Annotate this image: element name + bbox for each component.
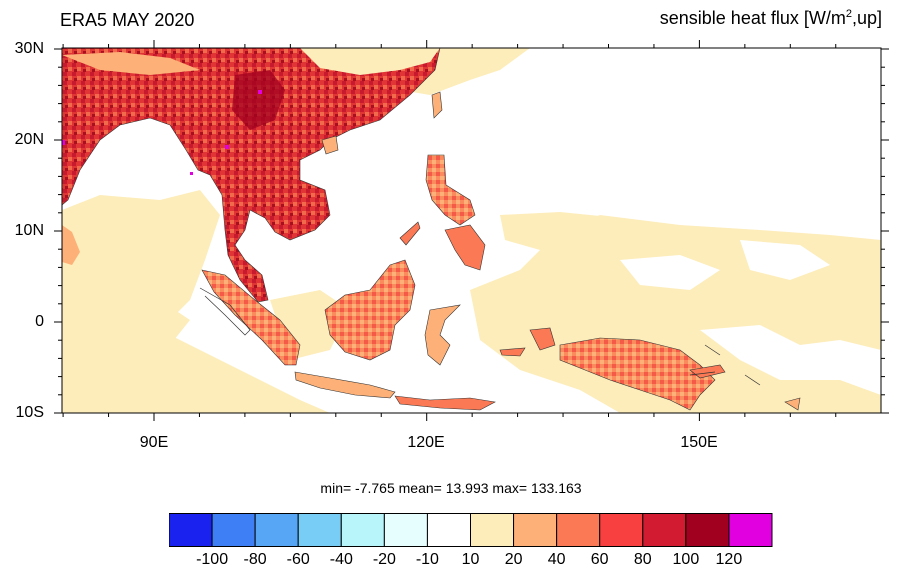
colorbar-label: 10 xyxy=(461,551,480,568)
ocean-clear-patches xyxy=(620,240,881,395)
colorbar-swatch xyxy=(383,513,428,547)
colorbar-swatch xyxy=(556,513,601,547)
colorbar-swatch xyxy=(642,513,687,547)
colorbar-label: -10 xyxy=(415,551,439,568)
colorbar-label: 120 xyxy=(715,551,743,568)
colorbar-label: 100 xyxy=(672,551,700,568)
colorbar-swatch xyxy=(426,513,471,547)
colorbar xyxy=(169,513,773,547)
colorbar-label: -40 xyxy=(329,551,353,568)
lon-label-150e: 150E xyxy=(680,434,718,451)
lat-label-0: 0 xyxy=(35,313,44,330)
colorbar-label: 20 xyxy=(504,551,523,568)
colorbar-label: -80 xyxy=(243,551,267,568)
new-guinea-flux xyxy=(559,337,716,411)
sumatra-flux xyxy=(201,269,301,366)
colorbar-swatch xyxy=(513,513,558,547)
variable-title: sensible heat flux [W/m2,up] xyxy=(659,8,882,28)
lon-label-90e: 90E xyxy=(139,434,169,451)
colorbar-swatch xyxy=(470,513,515,547)
philippines-flux xyxy=(425,154,476,226)
borneo-flux xyxy=(324,259,416,361)
colorbar-swatch xyxy=(254,513,299,547)
lat-label-20n: 20N xyxy=(14,131,44,148)
colorbar-label: -60 xyxy=(286,551,310,568)
stats-line: min= -7.765 mean= 13.993 max= 133.163 xyxy=(320,480,582,496)
colorbar-swatch xyxy=(340,513,385,547)
axis-ticks xyxy=(54,40,889,421)
colorbar-swatch xyxy=(599,513,644,547)
map-title: ERA5 MAY 2020 xyxy=(60,10,195,30)
colorbar-swatch xyxy=(297,513,342,547)
colorbar-swatch xyxy=(211,513,256,547)
colorbar-label: 80 xyxy=(633,551,652,568)
lat-label-10n: 10N xyxy=(14,222,44,239)
colorbar-label: 40 xyxy=(547,551,566,568)
colorbar-swatch xyxy=(685,513,730,547)
colorbar-label: -20 xyxy=(372,551,396,568)
colorbar-swatch xyxy=(169,513,213,547)
lon-label-120e: 120E xyxy=(407,434,445,451)
lat-label-10s: 10S xyxy=(15,404,44,421)
map-plot xyxy=(54,40,889,421)
colorbar-label: 60 xyxy=(590,551,609,568)
colorbar-label: -100 xyxy=(196,551,229,568)
lat-label-30n: 30N xyxy=(14,40,44,57)
colorbar-swatch xyxy=(728,513,773,547)
